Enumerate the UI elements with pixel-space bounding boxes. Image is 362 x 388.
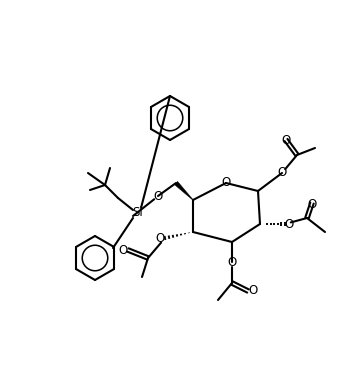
Text: O: O xyxy=(118,244,128,256)
Text: O: O xyxy=(281,133,291,147)
Text: O: O xyxy=(285,218,294,230)
Text: O: O xyxy=(222,177,231,189)
Text: O: O xyxy=(227,256,237,268)
Polygon shape xyxy=(174,182,193,200)
Text: O: O xyxy=(153,189,163,203)
Text: Si: Si xyxy=(132,206,143,220)
Text: O: O xyxy=(248,284,258,298)
Text: O: O xyxy=(277,166,287,180)
Text: O: O xyxy=(307,199,317,211)
Text: O: O xyxy=(155,232,165,244)
